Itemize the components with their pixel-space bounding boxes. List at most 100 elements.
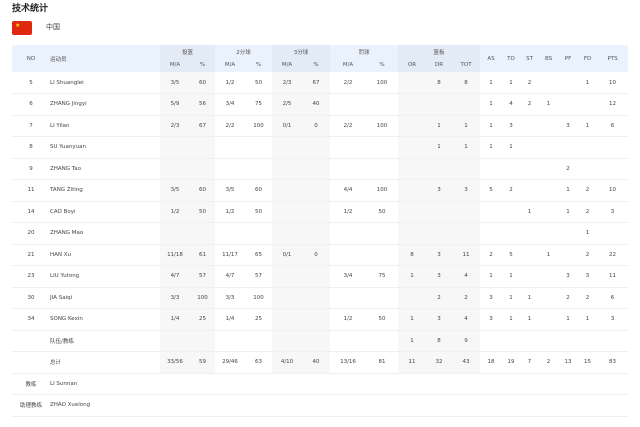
cell-no: 11 (12, 179, 50, 202)
cell-pf: 2 (558, 158, 579, 180)
cell-fd: 2 (578, 244, 598, 266)
col-2p: 2分球 (215, 45, 273, 59)
col-player: 运动员 (50, 45, 160, 72)
cell-fg-ma: 3/5 (160, 72, 190, 94)
cell-st (520, 265, 540, 288)
cell-fg-ma: 4/7 (160, 265, 190, 288)
cell-2p-ma: 1/2 (215, 201, 246, 223)
cell-3p-ma (272, 179, 303, 202)
cell-tot: 2 (452, 287, 481, 309)
cell-pts: 10 (597, 72, 629, 94)
cell-2p-pct: 50 (245, 201, 273, 223)
cell-3p-ma (272, 287, 303, 309)
cell-3p-pct: 40 (302, 351, 331, 374)
cell-3p-ma (272, 136, 303, 159)
cell-2p-pct: 65 (245, 244, 273, 266)
cell-fd: 2 (578, 179, 598, 202)
cell-as: 2 (480, 244, 503, 266)
cell-3p-pct: 0 (302, 244, 331, 266)
cell-fg-pct: 60 (190, 179, 216, 202)
cell-pts (597, 222, 629, 245)
cell-as: 1 (480, 136, 503, 159)
cell-player: ZHANG Mao (50, 222, 160, 245)
cell-to (502, 201, 521, 223)
cell-as (480, 201, 503, 223)
cell-fg-pct: 61 (190, 244, 216, 266)
cell-ft-ma (330, 158, 367, 180)
cell-ft-ma: 13/16 (330, 351, 367, 374)
cell-3p-pct (302, 201, 331, 223)
cell-bs (539, 136, 559, 159)
cell-3p-ma: 2/3 (272, 72, 303, 94)
col-dr: DR (426, 58, 453, 72)
cell-st: 2 (520, 93, 540, 116)
cell-fg-ma: 1/4 (160, 308, 190, 331)
cell-2p-pct: 100 (245, 115, 273, 137)
cell-tot: 4 (452, 265, 481, 288)
china-flag-icon: ★ (12, 21, 32, 35)
cell-ft-pct: 81 (366, 351, 399, 374)
cell-tot (452, 201, 481, 223)
cell-no: 23 (12, 265, 50, 288)
cell-st (520, 222, 540, 245)
cell-tot (452, 222, 481, 245)
cell-to (502, 330, 521, 352)
cell-as (480, 330, 503, 352)
cell-pts: 10 (597, 179, 629, 202)
cell-fd: 3 (578, 265, 598, 288)
cell-ft-ma: 2/2 (330, 115, 367, 137)
cell-fg-pct: 50 (190, 201, 216, 223)
cell-player: ZHANG Tao (50, 158, 160, 180)
cell-3p-pct (302, 308, 331, 331)
cell-to: 1 (502, 72, 521, 94)
player-row: 30 JIA Saiqi 3/3 100 3/3 100 2 2 3 1 1 2 2 6 (12, 287, 629, 309)
cell-pf: 13 (558, 351, 579, 374)
cell-fd (578, 330, 598, 352)
cell-bs (539, 158, 559, 180)
cell-fg-ma: 5/9 (160, 93, 190, 116)
cell-ft-pct: 50 (366, 201, 399, 223)
cell-3p-pct (302, 136, 331, 159)
cell-or (398, 179, 427, 202)
cell-ft-pct: 100 (366, 179, 399, 202)
cell-player: LI Yilan (50, 115, 160, 137)
cell-or: 8 (398, 244, 427, 266)
cell-fg-pct: 100 (190, 287, 216, 309)
cell-pf: 3 (558, 265, 579, 288)
cell-pf: 2 (558, 287, 579, 309)
cell-pf (558, 136, 579, 159)
cell-pf: 1 (558, 179, 579, 202)
cell-player: ZHANG Jingyi (50, 93, 160, 116)
cell-3p-pct (302, 158, 331, 180)
cell-fd: 1 (578, 308, 598, 331)
cell-fg-ma: 2/3 (160, 115, 190, 137)
cell-player: LIU Yutong (50, 265, 160, 288)
cell-fd (578, 158, 598, 180)
cell-2p-ma: 1/2 (215, 72, 246, 94)
cell-ft-ma (330, 136, 367, 159)
cell-bs (539, 308, 559, 331)
cell-ft-pct: 50 (366, 308, 399, 331)
cell-bs (539, 265, 559, 288)
cell-fg-ma (160, 222, 190, 245)
cell-or (398, 72, 427, 94)
cell-3p-pct (302, 330, 331, 352)
cell-bs: 2 (539, 351, 559, 374)
cell-3p-pct (302, 265, 331, 288)
cell-pts: 12 (597, 93, 629, 116)
cell-fg-ma: 3/3 (160, 287, 190, 309)
cell-as (480, 158, 503, 180)
col-3p: 3分球 (272, 45, 331, 59)
col-reb: 篮板 (398, 45, 481, 59)
player-row: 14 CAO Boyi 1/2 50 1/2 50 1/2 50 1 1 2 3 (12, 201, 629, 223)
cell-3p-pct: 40 (302, 93, 331, 116)
cell-fg-ma: 3/5 (160, 179, 190, 202)
cell-pts (597, 330, 629, 352)
cell-or (398, 136, 427, 159)
col-or: OR (398, 58, 427, 72)
cell-dr: 2 (426, 287, 453, 309)
col-as: AS (480, 45, 503, 72)
cell-fd: 2 (578, 201, 598, 223)
cell-2p-ma: 4/7 (215, 265, 246, 288)
cell-st (520, 136, 540, 159)
